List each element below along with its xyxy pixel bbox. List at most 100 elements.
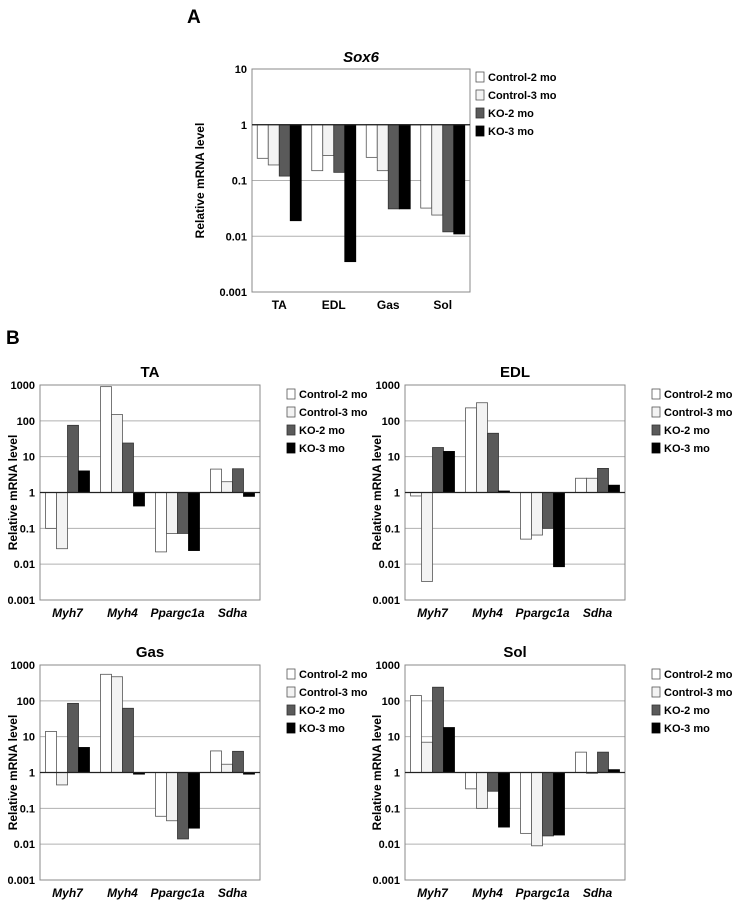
bar: [78, 470, 90, 493]
bar: [133, 492, 145, 507]
legend-label: Control-2 mo: [299, 389, 368, 401]
x-category-label: Myh7: [417, 606, 449, 620]
chart-title: TA: [141, 364, 160, 381]
chart-2: 0.001 0.01 0.1 1 10 100 1000 Myh7 Myh4 Ppargc1a Sd…: [370, 364, 733, 620]
bar: [111, 414, 123, 493]
bar: [487, 432, 499, 493]
x-category-label: Ppargc1a: [515, 886, 569, 900]
y-tick-label: 0.1: [385, 523, 400, 535]
legend-label: KO-2 mo: [664, 425, 710, 437]
legend-swatch: [651, 406, 661, 418]
chart-1: 0.001 0.01 0.1 1 10 100 1000 Myh7 Myh4 Ppargc1a Sd…: [6, 364, 368, 620]
legend-swatch: [286, 686, 296, 698]
legend-swatch: [651, 424, 661, 436]
x-category-label: Myh4: [472, 886, 503, 900]
y-tick-label: 1000: [376, 660, 400, 672]
bar: [188, 492, 200, 551]
bar: [520, 492, 532, 540]
bar: [608, 484, 620, 493]
y-tick-label: 10: [388, 452, 400, 464]
bar: [221, 763, 233, 773]
legend-label: KO-3 mo: [664, 723, 710, 735]
chart-title: Sox6: [343, 49, 380, 66]
legend-label: Control-3 mo: [299, 407, 368, 419]
y-tick-label: 0.1: [232, 176, 247, 188]
legend-label: Control-3 mo: [299, 687, 368, 699]
y-tick-label: 0.01: [379, 559, 400, 571]
y-tick-label: 0.001: [372, 595, 400, 607]
y-tick-label: 0.01: [14, 559, 35, 571]
bar: [387, 124, 400, 210]
bar: [443, 727, 455, 773]
legend-label: Control-2 mo: [299, 669, 368, 681]
bar: [311, 124, 324, 172]
y-axis-label: Relative mRNA level: [370, 435, 384, 551]
legend-label: KO-2 mo: [488, 108, 534, 120]
x-category-label: Myh7: [417, 886, 449, 900]
x-category-label: Gas: [377, 298, 400, 312]
bar: [487, 772, 499, 792]
bar: [232, 750, 244, 773]
legend-label: KO-2 mo: [664, 705, 710, 717]
bar: [443, 451, 455, 493]
bar: [421, 492, 433, 582]
y-tick-label: 10: [23, 732, 35, 744]
legend-label: Control-3 mo: [488, 90, 557, 102]
x-category-label: Myh4: [107, 606, 138, 620]
legend-label: Control-2 mo: [488, 72, 557, 84]
legend-swatch: [475, 125, 485, 137]
y-tick-label: 10: [23, 452, 35, 464]
legend-label: Control-3 mo: [664, 687, 733, 699]
chart-3: 0.001 0.01 0.1 1 10 100 1000 Myh7 Myh4 Ppargc1a Sd…: [6, 644, 368, 900]
y-tick-label: 0.001: [7, 595, 35, 607]
x-category-label: Myh7: [52, 606, 84, 620]
bar: [542, 772, 554, 837]
legend-label: Control-3 mo: [664, 407, 733, 419]
legend-swatch: [651, 668, 661, 680]
bar: [322, 124, 335, 156]
legend-label: KO-2 mo: [299, 425, 345, 437]
bar: [155, 772, 167, 817]
y-axis-label: Relative mRNA level: [6, 715, 20, 831]
bar: [420, 124, 433, 209]
y-tick-label: 100: [17, 696, 35, 708]
legend-label: KO-3 mo: [488, 126, 534, 138]
bar: [267, 124, 280, 166]
legend-swatch: [651, 686, 661, 698]
bar: [531, 772, 543, 847]
bar: [100, 386, 112, 493]
legend-swatch: [286, 424, 296, 436]
x-category-label: Myh4: [107, 886, 138, 900]
bar: [333, 124, 346, 173]
y-axis-label: Relative mRNA level: [6, 435, 20, 551]
bar: [376, 124, 389, 172]
bar: [421, 741, 433, 773]
y-tick-label: 0.01: [379, 839, 400, 851]
x-category-label: Sol: [433, 298, 452, 312]
bar: [111, 676, 123, 773]
bar: [553, 492, 565, 568]
bar: [432, 447, 444, 493]
bar: [476, 402, 488, 493]
x-category-label: Sdha: [218, 886, 248, 900]
bar: [553, 772, 565, 836]
y-tick-label: 10: [235, 64, 247, 76]
legend-label: KO-3 mo: [299, 443, 345, 455]
x-category-label: Sdha: [583, 886, 613, 900]
bar: [100, 673, 112, 773]
bar: [597, 468, 609, 493]
x-category-label: Ppargc1a: [150, 606, 204, 620]
bar: [289, 124, 302, 222]
bar: [56, 492, 68, 550]
x-category-label: Sdha: [218, 606, 248, 620]
legend-label: KO-3 mo: [664, 443, 710, 455]
bar: [256, 124, 269, 159]
chart-title: Sol: [503, 644, 526, 661]
x-category-label: Myh4: [472, 606, 503, 620]
bar: [365, 124, 378, 158]
bar: [166, 772, 178, 822]
bar: [45, 492, 57, 529]
chart-title: EDL: [500, 364, 530, 381]
legend-swatch: [475, 107, 485, 119]
legend-label: KO-3 mo: [299, 723, 345, 735]
